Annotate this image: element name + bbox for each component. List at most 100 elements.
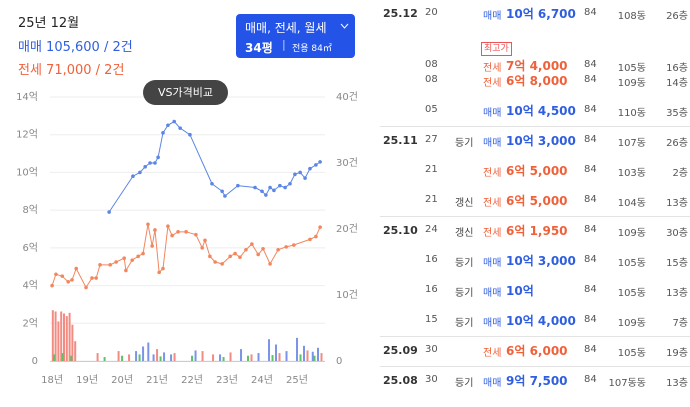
dong: 105동 xyxy=(617,348,646,359)
price-point xyxy=(50,283,54,288)
price-point xyxy=(70,278,74,282)
price-point xyxy=(156,155,160,160)
volume-bar xyxy=(170,354,173,361)
price-point xyxy=(143,164,147,169)
volume-bar xyxy=(54,311,57,361)
price: 10억 6,700 xyxy=(506,7,576,21)
dong: 107동동 xyxy=(608,378,647,389)
y-tick-label: 2억 xyxy=(22,317,38,329)
x-tick-label: 18년 xyxy=(41,374,63,386)
area: 전용 84㎡ xyxy=(292,44,332,54)
volume-bar xyxy=(313,355,316,361)
kind: 매매 xyxy=(483,288,502,299)
area: 84 xyxy=(584,134,597,145)
floor: 35층 xyxy=(666,108,688,119)
y-tick-label: 4억 xyxy=(22,280,38,292)
compare-button[interactable]: VS가격비교 xyxy=(143,80,228,105)
day: 08 xyxy=(425,59,438,70)
volume-bar xyxy=(53,354,56,361)
volume-bar xyxy=(62,313,65,361)
x-tick-label: 19년 xyxy=(76,374,98,386)
volume-bar xyxy=(138,354,141,361)
volume-bar xyxy=(194,350,197,361)
transaction-list: 25.12 20 매매 10억 6,700 84 108동 26층 08 최고가 전세 7억 4,0… xyxy=(370,0,690,407)
price-point xyxy=(223,194,227,198)
area: 84 xyxy=(584,7,597,18)
price-point xyxy=(153,161,157,165)
price-point xyxy=(131,174,135,178)
price-point xyxy=(153,228,157,232)
price: 7억 4,000 xyxy=(506,59,568,73)
floor: 13층 xyxy=(666,288,688,299)
x-tick-label: 22년 xyxy=(181,374,203,386)
y-tick-label: 0 xyxy=(32,356,38,367)
price-point xyxy=(108,263,112,267)
volume-bar xyxy=(250,354,253,361)
volume-bar xyxy=(163,352,166,361)
price: 10억 4,000 xyxy=(506,314,576,328)
volume-bar xyxy=(152,354,155,361)
volume-bar xyxy=(156,349,159,361)
volume-bar xyxy=(240,349,243,361)
month: 25.11 xyxy=(383,134,418,147)
price-point xyxy=(318,225,322,229)
volume-bar xyxy=(306,350,309,361)
price-point xyxy=(264,193,268,197)
price-point xyxy=(188,132,192,137)
area: 84 xyxy=(584,104,597,115)
volume-bar xyxy=(147,342,150,361)
dong: 105동 xyxy=(617,258,646,269)
price-point xyxy=(318,160,322,164)
price-point xyxy=(146,222,150,227)
volume-bar xyxy=(159,356,162,361)
volume-bar xyxy=(68,312,71,361)
chevron xyxy=(340,23,349,29)
month: 25.10 xyxy=(383,224,418,237)
price-point xyxy=(303,176,307,180)
price-point xyxy=(220,262,224,266)
price: 10억 3,000 xyxy=(506,134,576,148)
sale-summary: 매매 105,600 / 2건 xyxy=(18,40,133,55)
y2-tick-label: 10건 xyxy=(336,289,358,301)
filter-button[interactable]: 매매, 전세, 월세 34평 | 전용 84㎡ xyxy=(236,14,355,58)
price-point xyxy=(250,242,254,246)
volume-bar xyxy=(257,353,260,361)
price: 6억 6,000 xyxy=(506,344,568,358)
price-point xyxy=(122,256,126,261)
price-point xyxy=(54,272,58,277)
price-point xyxy=(298,170,302,175)
price-point xyxy=(124,268,128,273)
day: 16 xyxy=(425,284,438,295)
kind: 전세 xyxy=(483,348,502,359)
kind: 전세 xyxy=(483,63,502,74)
dong: 105동 xyxy=(617,63,646,74)
price-point xyxy=(261,247,265,251)
volume-bar xyxy=(173,353,176,361)
volume-bar xyxy=(128,354,131,361)
floor: 16층 xyxy=(666,63,688,74)
volume-bar xyxy=(71,324,74,361)
volume-bar xyxy=(191,355,194,361)
price-point xyxy=(98,263,102,267)
price-point xyxy=(178,126,182,130)
price-point xyxy=(170,233,174,238)
price-point xyxy=(260,189,264,194)
separator: | xyxy=(282,38,286,51)
group-divider xyxy=(380,126,690,127)
note: 등기 xyxy=(455,378,474,389)
filter-label: 매매, 전세, 월세 xyxy=(245,21,327,35)
day: 30 xyxy=(425,344,438,355)
price-point xyxy=(293,172,297,177)
area: 84 xyxy=(584,284,597,295)
volume-bar xyxy=(135,351,138,361)
price-point xyxy=(60,274,65,278)
area: 84 xyxy=(584,164,597,175)
dong: 109동 xyxy=(617,228,646,239)
price-point xyxy=(161,131,165,135)
volume-bar xyxy=(320,353,323,361)
floor: 15층 xyxy=(666,258,688,269)
volume-bar xyxy=(317,347,320,361)
price-point xyxy=(107,210,111,214)
price-point xyxy=(194,232,198,237)
